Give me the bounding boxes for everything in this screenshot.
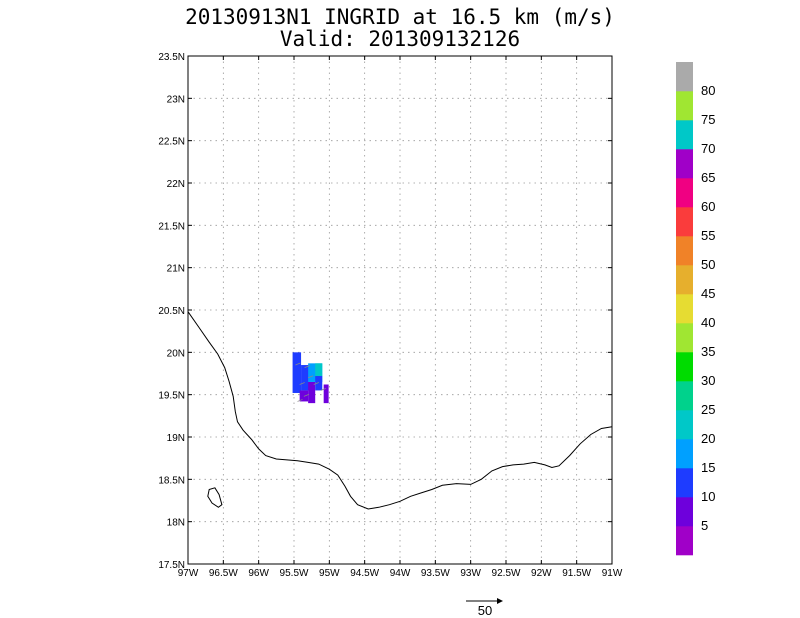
lat-tick-label: 18.5N: [158, 475, 185, 486]
colorbar-swatch: [676, 381, 693, 411]
colorbar-label: 15: [701, 460, 715, 475]
colorbar-label: 55: [701, 228, 715, 243]
lat-tick-label: 20N: [167, 348, 185, 359]
colorbar-swatch: [676, 294, 693, 324]
lat-tick-label: 23.5N: [158, 52, 185, 63]
colorbar-swatch: [676, 62, 693, 92]
wind-speed-cell: [323, 384, 329, 404]
lat-tick-label: 19N: [167, 433, 185, 444]
colorbar-swatch: [676, 207, 693, 237]
colorbar-swatch: [676, 410, 693, 440]
lat-tick-label: 21N: [167, 264, 185, 275]
colorbar-swatch: [676, 149, 693, 179]
colorbar-swatch: [676, 323, 693, 353]
colorbar-swatch: [676, 178, 693, 208]
colorbar-label: 40: [701, 315, 715, 330]
wind-vector: [297, 399, 303, 402]
vector-key-label: 50: [478, 603, 492, 618]
colorbar-label: 80: [701, 83, 715, 98]
wind-vector: [320, 388, 327, 391]
wind-speed-cell: [315, 376, 323, 391]
colorbar-label: 70: [701, 141, 715, 156]
colorbar-label: 65: [701, 170, 715, 185]
colorbar-swatch: [676, 120, 693, 150]
wind-speed-cell: [308, 381, 316, 404]
colorbar-swatch: [676, 91, 693, 121]
wind-vector: [307, 375, 314, 379]
wind-vector: [303, 393, 310, 397]
lon-tick-label: 95W: [319, 568, 340, 579]
colorbar-swatch: [676, 352, 693, 382]
colorbar-swatch: [676, 468, 693, 498]
lat-tick-label: 22.5N: [158, 137, 185, 148]
wind-speed-cell: [301, 365, 310, 391]
lon-tick-label: 95.5W: [280, 568, 309, 579]
colorbar-label: 25: [701, 402, 715, 417]
colorbar-swatch: [676, 439, 693, 469]
lat-tick-label: 18N: [167, 518, 185, 529]
lon-tick-label: 94.5W: [350, 568, 379, 579]
wind-vector: [299, 382, 305, 385]
lat-tick-label: 20.5N: [158, 306, 185, 317]
lon-tick-label: 91W: [602, 568, 623, 579]
vector-key-arrowhead: [497, 598, 503, 604]
wind-vector: [295, 362, 301, 366]
lake-outline: [207, 487, 223, 508]
wind-speed-cell: [292, 352, 302, 393]
colorbar-label: 60: [701, 199, 715, 214]
lon-tick-label: 96W: [248, 568, 269, 579]
lon-tick-label: 97W: [178, 568, 199, 579]
lat-tick-label: 22N: [167, 179, 185, 190]
colorbar-label: 35: [701, 344, 715, 359]
wind-speed-cell: [315, 363, 323, 377]
colorbar-swatch: [676, 236, 693, 266]
lat-tick-label: 19.5N: [158, 391, 185, 402]
coastline: [187, 311, 613, 510]
colorbar-label: 5: [701, 518, 708, 533]
lat-tick-label: 23N: [167, 94, 185, 105]
lat-tick-label: 17.5N: [158, 560, 185, 571]
lon-tick-label: 93W: [460, 568, 481, 579]
colorbar-swatch: [676, 265, 693, 295]
colorbar-swatch: [676, 526, 693, 556]
map-title: 20130913N1 INGRID at 16.5 km (m/s): [185, 5, 615, 29]
lon-tick-label: 93.5W: [421, 568, 450, 579]
lon-tick-label: 94W: [390, 568, 411, 579]
lon-tick-label: 96.5W: [209, 568, 238, 579]
wind-vector: [313, 382, 319, 385]
colorbar-label: 30: [701, 373, 715, 388]
colorbar-label: 10: [701, 489, 715, 504]
colorbar-label: 75: [701, 112, 715, 127]
colorbar-label: 45: [701, 286, 715, 301]
lat-tick-label: 21.5N: [158, 221, 185, 232]
lon-tick-label: 92W: [531, 568, 552, 579]
lon-tick-label: 92.5W: [492, 568, 521, 579]
map-subtitle: Valid: 201309132126: [279, 27, 521, 51]
colorbar-swatch: [676, 497, 693, 527]
lon-tick-label: 91.5W: [562, 568, 591, 579]
wind-vector: [304, 365, 310, 368]
colorbar-label: 20: [701, 431, 715, 446]
colorbar-label: 50: [701, 257, 715, 272]
